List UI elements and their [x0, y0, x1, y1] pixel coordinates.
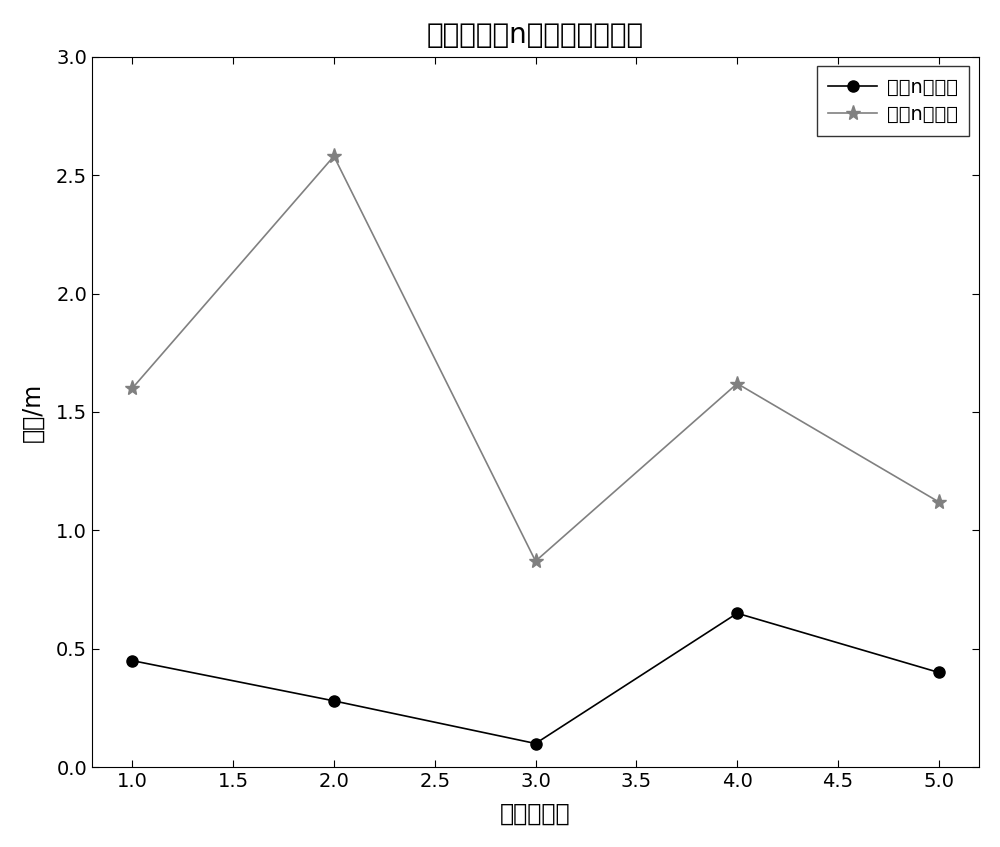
- Title: 动态与固定n值定位误差对比: 动态与固定n值定位误差对比: [427, 21, 644, 49]
- 动态n值定位: [530, 739, 542, 749]
- Line: 动态n值定位: 动态n值定位: [127, 607, 944, 749]
- Line: 固定n值定位: 固定n值定位: [125, 148, 946, 569]
- Legend: 动态n值定位, 固定n值定位: 动态n值定位, 固定n值定位: [817, 66, 969, 136]
- 动态n值定位: [328, 695, 340, 706]
- 动态n值定位: [933, 667, 945, 678]
- 固定n值定位: [933, 497, 945, 507]
- 固定n值定位: [126, 383, 138, 393]
- 动态n值定位: [126, 656, 138, 666]
- 固定n值定位: [530, 556, 542, 567]
- Y-axis label: 误差/m: 误差/m: [21, 382, 45, 441]
- 动态n值定位: [731, 608, 743, 618]
- X-axis label: 待定位标签: 待定位标签: [500, 802, 571, 826]
- 固定n值定位: [731, 379, 743, 389]
- 固定n值定位: [328, 151, 340, 161]
